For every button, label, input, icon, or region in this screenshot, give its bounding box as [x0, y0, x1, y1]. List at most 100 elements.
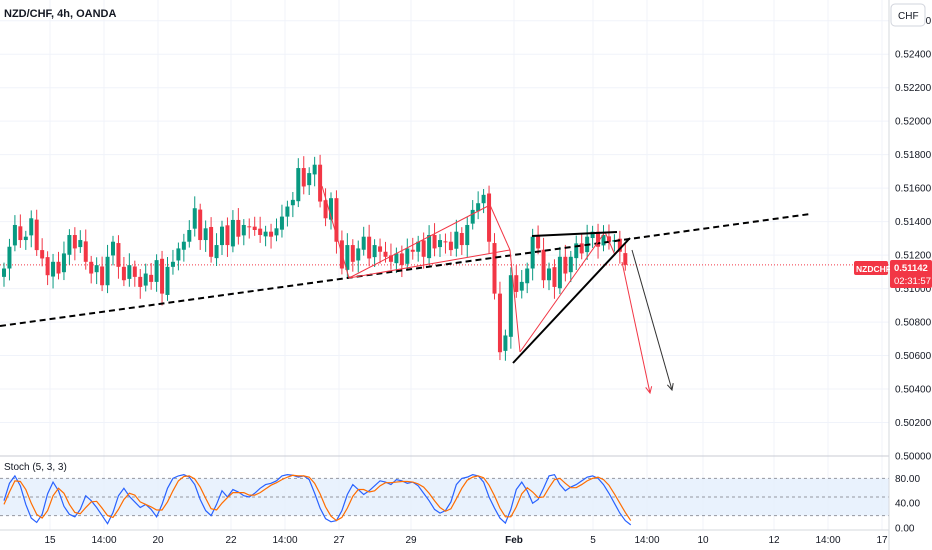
time-tick: 27 — [333, 535, 345, 546]
candle — [61, 241, 66, 281]
price-tick: 0.51600 — [895, 184, 932, 195]
candle — [34, 209, 39, 256]
price-tick: 0.52400 — [895, 50, 932, 61]
candle — [149, 262, 154, 290]
candle — [372, 239, 377, 267]
candle — [56, 251, 61, 280]
candle — [361, 226, 366, 256]
price-axis[interactable]: 0.526000.524000.522000.520000.518000.516… — [895, 16, 932, 462]
candle — [165, 256, 170, 301]
pattern-line[interactable] — [321, 185, 350, 279]
pattern-line[interactable] — [519, 231, 606, 353]
target-arrow-black-head — [666, 383, 674, 392]
candle — [236, 208, 241, 245]
candle — [579, 233, 584, 260]
wedge-upper-line[interactable] — [531, 231, 618, 237]
candle — [296, 158, 301, 208]
stoch-axis[interactable]: 80.00 40.00 0.00 — [895, 474, 920, 535]
candle — [508, 267, 513, 349]
candle — [606, 224, 611, 250]
time-axis[interactable]: 15 14:00 20 22 14:00 27 29 Feb 5 14:00 10 12 14:00 17 — [44, 535, 888, 546]
candle — [100, 256, 105, 292]
price-tick: 0.52200 — [895, 83, 932, 94]
candle — [2, 262, 6, 287]
candle — [89, 255, 94, 284]
candle — [312, 156, 317, 187]
candle — [116, 235, 121, 279]
candle — [465, 217, 470, 257]
pattern-line[interactable] — [489, 204, 511, 251]
pattern-line[interactable] — [348, 249, 511, 279]
pattern-line[interactable] — [348, 204, 491, 279]
candle — [132, 260, 137, 287]
price-tick: 0.51800 — [895, 150, 932, 161]
time-tick: 14:00 — [272, 535, 297, 546]
candle — [345, 233, 350, 278]
target-arrow-red-head — [645, 386, 653, 395]
candle — [427, 225, 432, 264]
candle — [536, 225, 541, 255]
candle — [416, 235, 421, 262]
time-tick: 14:00 — [91, 535, 116, 546]
target-arrow-black[interactable] — [631, 249, 673, 391]
candle — [519, 270, 524, 299]
candle — [198, 203, 203, 250]
candle — [367, 224, 372, 267]
candle — [448, 231, 453, 256]
candle — [574, 235, 579, 271]
dashed-trendline[interactable] — [0, 213, 811, 327]
candle — [290, 191, 295, 218]
candle — [29, 210, 34, 248]
candle — [617, 230, 622, 264]
stoch-tick: 0.00 — [895, 524, 915, 535]
candle — [127, 253, 132, 287]
candle — [274, 218, 279, 242]
candle — [230, 210, 235, 253]
candle — [481, 188, 486, 214]
candle — [552, 259, 557, 299]
candle — [307, 167, 312, 196]
time-tick: 20 — [152, 535, 164, 546]
candle — [623, 243, 628, 271]
currency-button[interactable]: CHF — [890, 3, 926, 27]
candle — [225, 217, 230, 257]
candle — [45, 251, 50, 286]
target-arrow-red[interactable] — [621, 261, 651, 394]
candle — [252, 216, 257, 236]
candle — [143, 263, 148, 292]
pattern-line[interactable] — [509, 249, 521, 353]
candle — [51, 253, 56, 289]
time-tick: 15 — [44, 535, 56, 546]
price-tick: 0.51400 — [895, 217, 932, 228]
candle — [405, 238, 410, 270]
pattern-line[interactable] — [604, 231, 616, 256]
candle — [181, 233, 186, 262]
drawings[interactable] — [0, 185, 811, 395]
candle — [356, 240, 361, 273]
stoch-tick: 80.00 — [895, 474, 920, 485]
stoch-d-line — [3, 474, 632, 522]
candle — [220, 220, 224, 255]
candle — [269, 223, 274, 249]
candle — [209, 217, 214, 263]
candle — [421, 232, 426, 269]
price-tick: 0.51000 — [895, 284, 932, 295]
time-tick: 22 — [225, 535, 237, 546]
price-tag-countdown: 02:31:57 — [894, 276, 931, 287]
candle — [111, 235, 115, 266]
price-tick: 0.51200 — [895, 251, 932, 262]
candle — [323, 188, 328, 227]
price-tag — [890, 260, 932, 288]
candle — [258, 216, 263, 243]
candle — [176, 242, 181, 271]
candle — [547, 262, 551, 291]
candle — [612, 234, 617, 252]
candle — [12, 215, 17, 252]
candle — [601, 225, 606, 252]
candle — [160, 250, 165, 306]
price-tick: 0.50000 — [895, 452, 932, 463]
candle — [563, 244, 568, 282]
price-tick: 0.50600 — [895, 351, 932, 362]
wedge-lower-line[interactable] — [512, 237, 631, 364]
